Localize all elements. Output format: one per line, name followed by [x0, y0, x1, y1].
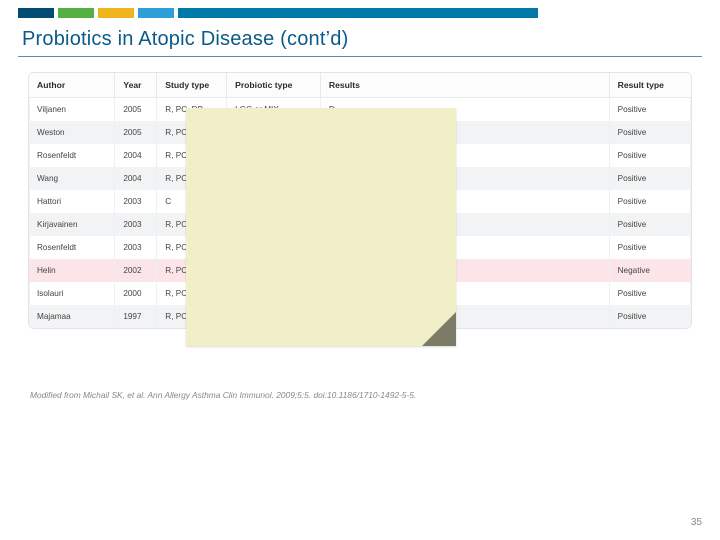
cell-rt: Positive — [609, 282, 691, 305]
accent-segment — [138, 8, 174, 18]
cell-year: 2005 — [115, 98, 157, 122]
cell-year: 2003 — [115, 213, 157, 236]
accent-bar — [18, 8, 702, 18]
cell-rt: Negative — [609, 259, 691, 282]
accent-segment — [58, 8, 94, 18]
col-study-header: Study type — [157, 73, 227, 98]
cell-author: Weston — [29, 121, 115, 144]
cell-rt: Positive — [609, 144, 691, 167]
cell-year: 2002 — [115, 259, 157, 282]
cell-author: Isolauri — [29, 282, 115, 305]
cell-year: 2003 — [115, 190, 157, 213]
cell-author: Kirjavainen — [29, 213, 115, 236]
cell-author: Viljanen — [29, 98, 115, 122]
cell-author: Hattori — [29, 190, 115, 213]
table-header-row: Author Year Study type Probiotic type Re… — [29, 73, 691, 98]
cell-author: Wang — [29, 167, 115, 190]
cell-rt: Positive — [609, 98, 691, 122]
cell-author: Rosenfeldt — [29, 236, 115, 259]
cell-year: 2003 — [115, 236, 157, 259]
cell-author: Majamaa — [29, 305, 115, 328]
accent-segment — [18, 8, 54, 18]
col-results-header: Results — [320, 73, 609, 98]
cell-year: 2004 — [115, 167, 157, 190]
page-number: 35 — [691, 517, 702, 528]
col-prob-header: Probiotic type — [227, 73, 321, 98]
cell-year: 2000 — [115, 282, 157, 305]
cell-rt: Positive — [609, 167, 691, 190]
cell-rt: Positive — [609, 190, 691, 213]
cell-author: Rosenfeldt — [29, 144, 115, 167]
page-title: Probiotics in Atopic Disease (cont’d) — [22, 28, 348, 51]
col-year-header: Year — [115, 73, 157, 98]
page-curl-icon — [422, 312, 456, 346]
citation-text: Modified from Michail SK, et al. Ann All… — [30, 390, 416, 400]
cell-rt: Positive — [609, 236, 691, 259]
cell-year: 2005 — [115, 121, 157, 144]
title-rule — [18, 56, 702, 57]
cell-year: 2004 — [115, 144, 157, 167]
col-author-header: Author — [29, 73, 115, 98]
cell-author: Helin — [29, 259, 115, 282]
cell-year: 1997 — [115, 305, 157, 328]
cell-rt: Positive — [609, 305, 691, 328]
slide: Probiotics in Atopic Disease (cont’d) Au… — [0, 0, 720, 540]
col-rt-header: Result type — [609, 73, 691, 98]
cell-rt: Positive — [609, 213, 691, 236]
cell-rt: Positive — [609, 121, 691, 144]
accent-segment — [98, 8, 134, 18]
sticky-note-overlay — [186, 108, 456, 346]
accent-segment — [178, 8, 538, 18]
